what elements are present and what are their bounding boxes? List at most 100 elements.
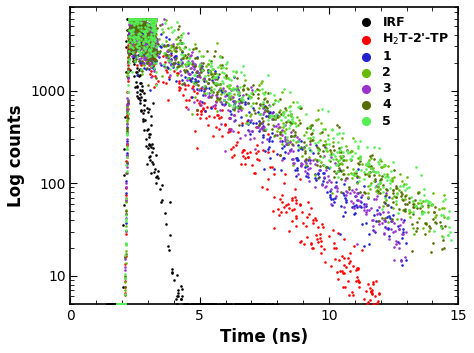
- 4: [436, 220, 444, 225]
- 3: [156, 60, 164, 66]
- 1: [149, 40, 157, 45]
- 4: [356, 189, 364, 195]
- 5: [125, 56, 133, 61]
- 4: [119, 301, 127, 306]
- 1: [120, 301, 128, 306]
- H$_2$T-2'-TP: [151, 23, 159, 28]
- 3: [197, 68, 204, 73]
- 1: [114, 301, 121, 306]
- 3: [154, 38, 161, 43]
- 2: [353, 180, 361, 186]
- 3: [293, 134, 301, 140]
- H$_2$T-2'-TP: [252, 124, 260, 130]
- 5: [177, 52, 185, 57]
- 5: [333, 150, 340, 155]
- H$_2$T-2'-TP: [330, 245, 337, 251]
- 5: [266, 114, 274, 119]
- H$_2$T-2'-TP: [310, 246, 317, 251]
- 5: [149, 41, 157, 47]
- IRF: [141, 97, 149, 102]
- 5: [119, 301, 127, 306]
- 3: [218, 121, 225, 127]
- 1: [255, 128, 263, 134]
- 2: [285, 142, 292, 147]
- 5: [328, 126, 336, 132]
- IRF: [246, 301, 254, 306]
- IRF: [137, 97, 144, 103]
- 1: [385, 233, 393, 239]
- 4: [401, 193, 409, 198]
- 5: [127, 43, 134, 49]
- 2: [121, 279, 129, 285]
- H$_2$T-2'-TP: [153, 50, 161, 56]
- H$_2$T-2'-TP: [310, 221, 317, 226]
- 5: [219, 78, 226, 83]
- 4: [288, 142, 296, 147]
- 3: [196, 74, 203, 79]
- IRF: [265, 301, 273, 306]
- H$_2$T-2'-TP: [339, 270, 347, 276]
- 1: [147, 30, 155, 36]
- 1: [374, 207, 381, 213]
- 5: [165, 53, 173, 59]
- IRF: [201, 301, 208, 306]
- IRF: [140, 90, 147, 95]
- 2: [116, 301, 124, 306]
- 5: [118, 301, 126, 306]
- 4: [144, 65, 151, 71]
- 2: [137, 22, 145, 28]
- IRF: [197, 301, 204, 306]
- 2: [121, 301, 128, 306]
- 2: [136, 29, 144, 35]
- 2: [138, 16, 146, 21]
- 3: [180, 81, 188, 86]
- 5: [114, 301, 121, 306]
- IRF: [152, 152, 160, 158]
- 2: [147, 37, 155, 43]
- 1: [190, 79, 198, 85]
- 3: [383, 190, 390, 196]
- 3: [353, 241, 361, 247]
- 3: [141, 39, 148, 45]
- 2: [133, 16, 140, 21]
- 1: [277, 167, 284, 173]
- 1: [139, 16, 146, 21]
- 3: [302, 160, 310, 166]
- 3: [229, 94, 237, 100]
- 3: [225, 94, 233, 100]
- 4: [216, 96, 223, 102]
- 1: [358, 221, 366, 226]
- 2: [125, 44, 133, 50]
- H$_2$T-2'-TP: [230, 113, 237, 118]
- 2: [144, 25, 151, 31]
- 2: [365, 157, 373, 163]
- 3: [144, 59, 152, 65]
- 5: [334, 169, 341, 175]
- 1: [326, 188, 334, 194]
- 4: [121, 292, 129, 298]
- IRF: [246, 301, 254, 306]
- 2: [269, 122, 277, 128]
- 2: [262, 89, 269, 95]
- 2: [124, 106, 131, 112]
- 3: [130, 28, 138, 34]
- 3: [147, 57, 155, 62]
- 1: [137, 18, 145, 23]
- 4: [116, 301, 123, 306]
- 5: [136, 16, 144, 21]
- H$_2$T-2'-TP: [329, 227, 337, 233]
- 4: [235, 122, 243, 128]
- H$_2$T-2'-TP: [142, 39, 150, 44]
- 2: [210, 73, 217, 79]
- H$_2$T-2'-TP: [349, 293, 357, 298]
- 1: [261, 127, 269, 132]
- H$_2$T-2'-TP: [125, 42, 132, 47]
- 1: [288, 156, 296, 162]
- 2: [131, 34, 139, 40]
- 5: [128, 69, 136, 74]
- 2: [116, 301, 124, 306]
- IRF: [174, 291, 182, 296]
- 4: [150, 33, 157, 38]
- 2: [243, 85, 250, 91]
- 2: [164, 25, 172, 31]
